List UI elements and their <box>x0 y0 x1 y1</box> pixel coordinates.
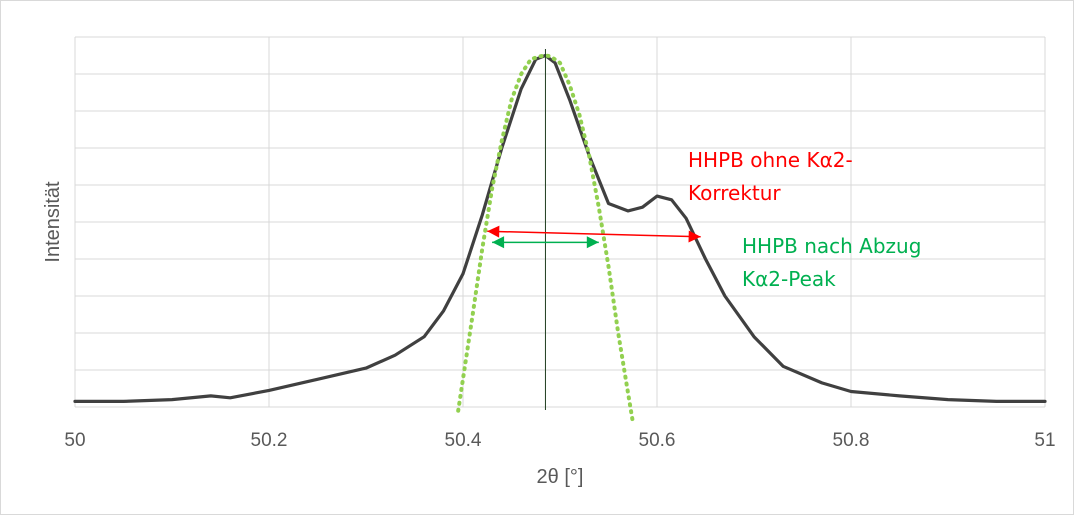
x-tick-label: 50.8 <box>833 430 870 451</box>
x-tick-label: 50.6 <box>639 430 676 451</box>
x-axis-title: 2θ [°] <box>537 466 584 488</box>
horizontal-gridlines <box>75 36 1045 408</box>
y-axis-title: Intensität <box>42 181 64 263</box>
measured-profile-line <box>73 53 1047 403</box>
vertical-gridlines <box>74 37 1046 407</box>
annotation-label: HHPB nach Abzug <box>742 234 921 258</box>
annotation-arrowhead <box>492 236 505 249</box>
annotation-label: Kα2-Peak <box>742 267 836 291</box>
annotation-label: HHPB ohne Kα2- <box>688 148 853 172</box>
x-tick-label: 50 <box>64 430 85 451</box>
series-layer <box>73 53 1047 424</box>
annotation-arrow-shaft <box>487 230 701 238</box>
x-tick-label: 51 <box>1034 430 1055 451</box>
annotation-arrowhead <box>586 236 599 249</box>
x-tick-labels: 50 50.2 50.4 50.6 50.8 51 <box>64 430 1055 451</box>
x-tick-label: 50.2 <box>251 430 288 451</box>
annotation-arrowhead <box>688 230 701 243</box>
x-tick-label: 50.4 <box>445 430 482 451</box>
annotation-arrowhead <box>487 225 500 238</box>
annotation-label: Korrektur <box>688 181 781 205</box>
corrected-peak-line <box>456 53 635 424</box>
annotation-layer: HHPB ohne Kα2- Korrektur HHPB nach Abzug Kα… <box>487 148 921 291</box>
